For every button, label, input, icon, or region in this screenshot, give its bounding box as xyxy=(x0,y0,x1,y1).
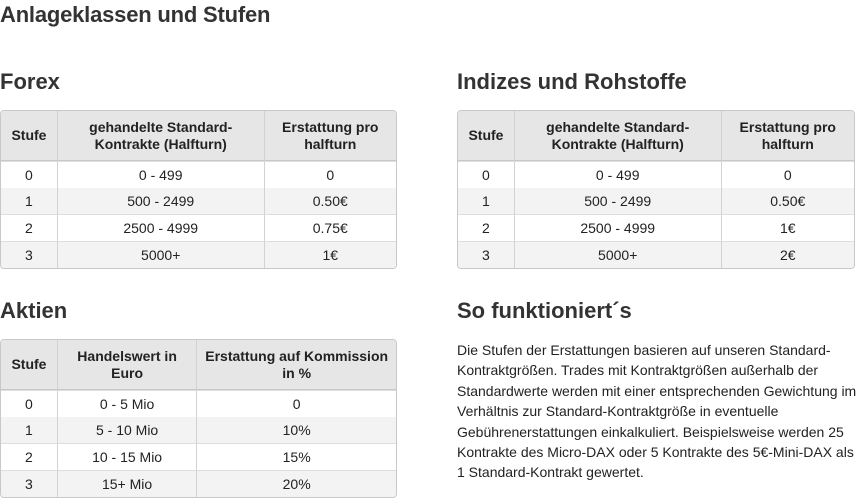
cell-kontrakte: 0 - 499 xyxy=(56,161,264,188)
how-it-works-text: Die Stufen der Erstattungen basieren auf… xyxy=(457,342,857,481)
column-header: Erstattung pro halfturn xyxy=(720,111,854,161)
column-header: gehandelte Standard-Kontrakte (Halfturn) xyxy=(513,111,721,161)
aktien-table: Stufe Handelswert in Euro Erstattung auf… xyxy=(0,339,397,498)
cell-erstattung: 20% xyxy=(196,470,396,497)
cell-erstattung: 0 xyxy=(196,390,396,417)
column-header: Erstattung auf Kommission in % xyxy=(196,340,396,390)
cell-handelswert: 5 - 10 Mio xyxy=(56,417,197,443)
forex-table: Stufe gehandelte Standard-Kontrakte (Hal… xyxy=(0,110,397,269)
column-header: Stufe xyxy=(458,111,514,161)
cell-handelswert: 0 - 5 Mio xyxy=(56,390,197,417)
table-row: 1 500 - 2499 0.50€ xyxy=(458,188,854,214)
cell-stufe: 3 xyxy=(458,241,514,268)
cell-stufe: 3 xyxy=(1,241,57,268)
cell-erstattung: 0 xyxy=(720,161,854,188)
table-row: 1 500 - 2499 0.50€ xyxy=(1,188,396,214)
column-header: Stufe xyxy=(1,340,57,390)
cell-kontrakte: 500 - 2499 xyxy=(56,188,264,214)
column-header: gehandelte Standard-Kontrakte (Halfturn) xyxy=(56,111,264,161)
cell-erstattung: 0 xyxy=(263,161,396,188)
cell-stufe: 2 xyxy=(458,214,514,241)
table-row: 0 0 - 499 0 xyxy=(458,161,854,188)
column-header: Handelswert in Euro xyxy=(56,340,197,390)
cell-erstattung: 0.50€ xyxy=(720,188,854,214)
indizes-table: Stufe gehandelte Standard-Kontrakte (Hal… xyxy=(457,110,855,269)
table-row: 1 5 - 10 Mio 10% xyxy=(1,417,396,443)
cell-kontrakte: 5000+ xyxy=(56,241,264,268)
forex-heading: Forex xyxy=(0,69,60,94)
cell-stufe: 3 xyxy=(1,470,57,497)
cell-kontrakte: 2500 - 4999 xyxy=(56,214,264,241)
cell-stufe: 1 xyxy=(1,188,57,214)
table-header-row: Stufe Handelswert in Euro Erstattung auf… xyxy=(1,340,396,390)
cell-stufe: 1 xyxy=(458,188,514,214)
cell-erstattung: 1€ xyxy=(263,241,396,268)
table-header-row: Stufe gehandelte Standard-Kontrakte (Hal… xyxy=(1,111,396,161)
cell-kontrakte: 5000+ xyxy=(513,241,721,268)
cell-erstattung: 2€ xyxy=(720,241,854,268)
cell-stufe: 2 xyxy=(1,214,57,241)
cell-stufe: 1 xyxy=(1,417,57,443)
table-row: 3 5000+ 1€ xyxy=(1,241,396,268)
table-row: 2 10 - 15 Mio 15% xyxy=(1,443,396,470)
cell-kontrakte: 500 - 2499 xyxy=(513,188,721,214)
cell-handelswert: 10 - 15 Mio xyxy=(56,443,197,470)
how-it-works-heading: So funktioniert´s xyxy=(457,298,632,323)
column-header: Erstattung pro halfturn xyxy=(263,111,396,161)
table-row: 0 0 - 499 0 xyxy=(1,161,396,188)
page-title: Anlageklassen und Stufen xyxy=(0,2,271,27)
cell-erstattung: 0.75€ xyxy=(263,214,396,241)
cell-handelswert: 15+ Mio xyxy=(56,470,197,497)
table-row: 3 5000+ 2€ xyxy=(458,241,854,268)
cell-kontrakte: 0 - 499 xyxy=(513,161,721,188)
aktien-heading: Aktien xyxy=(0,298,68,323)
cell-stufe: 2 xyxy=(1,443,57,470)
table-row: 2 2500 - 4999 0.75€ xyxy=(1,214,396,241)
cell-erstattung: 1€ xyxy=(720,214,854,241)
table-row: 0 0 - 5 Mio 0 xyxy=(1,390,396,417)
cell-erstattung: 15% xyxy=(196,443,396,470)
indizes-heading: Indizes und Rohstoffe xyxy=(457,69,687,94)
column-header: Stufe xyxy=(1,111,57,161)
cell-stufe: 0 xyxy=(1,390,57,417)
cell-kontrakte: 2500 - 4999 xyxy=(513,214,721,241)
cell-stufe: 0 xyxy=(1,161,57,188)
cell-erstattung: 10% xyxy=(196,417,396,443)
cell-stufe: 0 xyxy=(458,161,514,188)
cell-erstattung: 0.50€ xyxy=(263,188,396,214)
table-row: 2 2500 - 4999 1€ xyxy=(458,214,854,241)
table-row: 3 15+ Mio 20% xyxy=(1,470,396,497)
table-header-row: Stufe gehandelte Standard-Kontrakte (Hal… xyxy=(458,111,854,161)
